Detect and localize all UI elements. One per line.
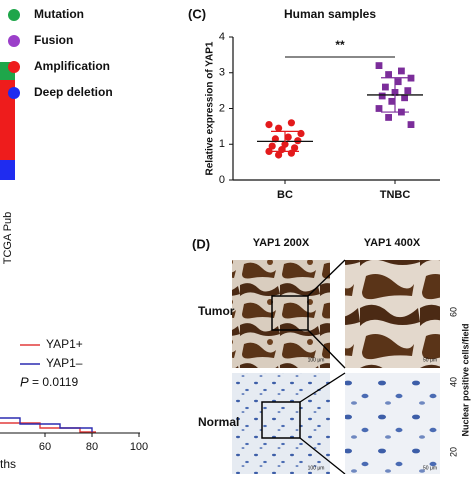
zoom-line [307,259,346,297]
point [287,119,295,127]
legend-swatch [8,61,20,73]
point [287,149,295,157]
legend-swatch [8,35,20,47]
legend-label: Fusion [34,33,73,47]
point [404,87,412,95]
x-tick-label: 80 [86,441,98,453]
x-tick-label: BC [277,189,293,201]
y-tick-label: 4 [219,31,225,43]
y-tick-label: 1 [219,138,225,150]
point [375,105,383,112]
survival-labels: YAP1+ YAP1– P = 0.0119 60 80 100 ths [0,337,148,471]
x-tick-label: TNBC [380,189,411,201]
bar-segment [0,160,15,180]
legend-label: Mutation [34,7,84,21]
point [385,114,392,121]
panel-label: (C) [188,6,206,21]
point [407,121,415,128]
point [401,94,408,102]
y-tick-label: 0 [219,174,225,186]
scale-bar-label: 100 μm [308,357,325,363]
legend-label: YAP1– [46,356,83,370]
point [265,147,273,155]
side-tick-label: 60 [448,307,458,317]
row-label: Normal [198,415,239,429]
scale-bar-label: 50 μm [423,357,437,363]
point [407,74,415,82]
row-label: Tumor [198,304,235,318]
point [388,97,396,105]
bar-segment [0,80,15,160]
scale-bar-label: 100 μm [308,465,325,471]
zoom-line [307,329,346,369]
point [398,67,405,75]
significance: ** [335,38,345,52]
y-tick-label: 3 [219,67,225,79]
tcga-label: TCGA Pub [2,212,14,265]
point [394,78,402,86]
side-tick-label: 20 [448,447,458,457]
point [294,137,302,145]
point [275,124,283,132]
panel-label: (D) [192,236,210,251]
x-tick-label: 60 [39,441,51,453]
zoom-box [261,401,301,439]
legend-swatch [8,87,20,99]
point [378,92,386,100]
chart-title: Human samples [284,7,376,21]
image [232,373,330,474]
point [375,62,383,69]
point [382,83,389,91]
legend: Mutation Fusion Amplification Deep deletion [8,7,113,99]
side-tick-label: 40 [448,377,458,387]
survival-curve [0,417,93,432]
x-tick-label: 100 [130,441,148,453]
x-axis-label: ths [0,457,16,471]
micrographs [232,259,440,475]
legend-label: Deep deletion [34,85,113,99]
p-symbol: P [20,374,29,389]
strip-chart: (C) Human samples Relative expression of Y… [188,6,440,201]
p-value: = 0.0119 [32,375,78,389]
legend-swatch [8,9,20,21]
column-label: YAP1 200X [253,237,310,249]
scale-bar-label: 50 μm [423,465,437,471]
zoom-box [271,295,309,331]
point [284,133,292,141]
side-axis-label: Nuclear positive cells/field [460,323,470,436]
image [345,260,440,368]
point [385,71,392,78]
point [271,135,279,143]
point [297,129,305,138]
legend-label: Amplification [34,59,110,73]
point [291,144,299,152]
y-tick-label: 2 [219,102,225,114]
image [345,373,440,474]
panel-d: (D) YAP1 200X YAP1 400X Tumor Normal 100 μm 50… [192,236,470,471]
survival-plot [0,417,140,434]
y-axis-label: Relative expression of YAP1 [205,41,216,175]
point [265,120,273,129]
point [268,142,276,150]
zoom-line [299,372,346,403]
point [275,151,283,159]
zoom-line [299,437,346,475]
image [232,260,330,368]
column-label: YAP1 400X [364,237,421,249]
legend-label: YAP1+ [46,337,83,351]
